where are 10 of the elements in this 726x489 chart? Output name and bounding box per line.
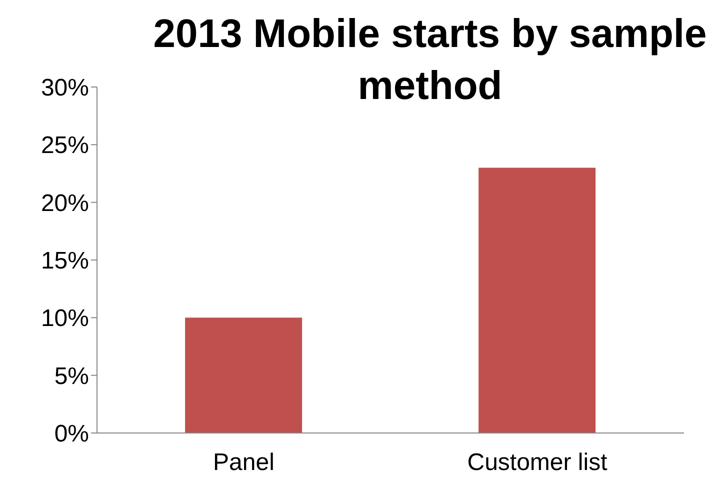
y-tick-label: 30%: [40, 74, 89, 102]
chart-title: 2013 Mobile starts by sample method: [152, 11, 708, 110]
x-tick-label: Panel: [213, 449, 274, 476]
y-tick-label: 25%: [40, 132, 89, 160]
y-tick-label: 15%: [40, 248, 89, 275]
y-tick-label: 10%: [40, 305, 89, 332]
y-tick-label: 0%: [54, 420, 89, 448]
y-tick-label: 5%: [54, 362, 89, 390]
y-tick-label: 20%: [40, 190, 89, 217]
x-tick-label: Customer list: [467, 449, 608, 476]
